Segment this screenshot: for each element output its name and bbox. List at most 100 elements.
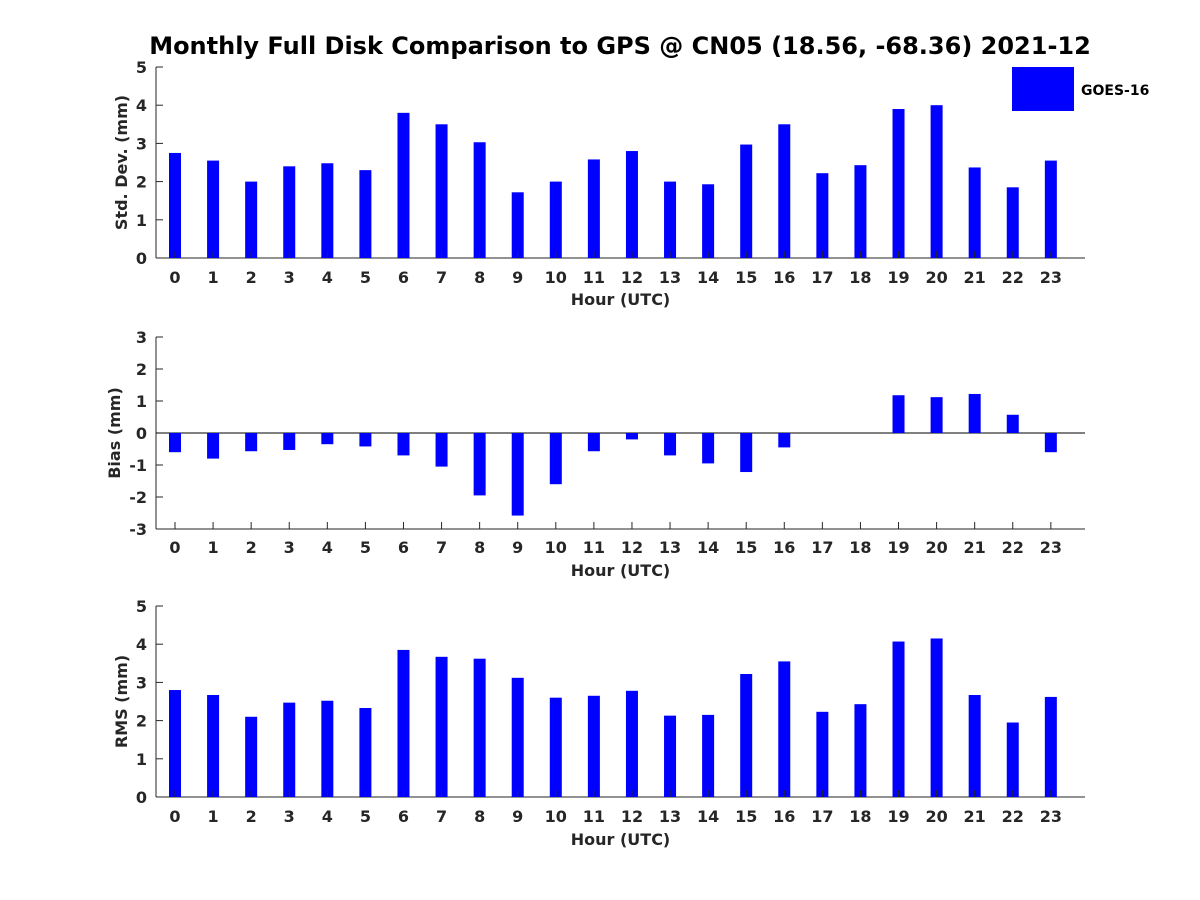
x-tick-label: 10 xyxy=(545,538,567,557)
x-tick-label: 10 xyxy=(545,268,567,287)
x-tick-label: 19 xyxy=(887,538,909,557)
x-tick-label: 17 xyxy=(811,807,833,826)
x-tick-label: 16 xyxy=(773,538,795,557)
bar-std-hour-13 xyxy=(664,181,677,258)
x-tick-label: 14 xyxy=(697,268,719,287)
x-tick-label: 22 xyxy=(1002,268,1024,287)
legend: GOES-16 xyxy=(1012,67,1149,111)
x-tick-label: 4 xyxy=(322,538,333,557)
y-tick-label: 3 xyxy=(136,134,147,153)
bar-rms-hour-15 xyxy=(740,673,753,797)
x-tick-label: 7 xyxy=(436,807,447,826)
x-tick-label: 0 xyxy=(169,538,180,557)
y-axis-label: RMS (mm) xyxy=(112,655,131,748)
bar-bias-hour-0 xyxy=(169,433,181,453)
y-tick-label: 3 xyxy=(136,673,147,692)
bar-std-hour-18 xyxy=(854,165,867,258)
bar-bias-hour-11 xyxy=(587,433,600,452)
bar-std-hour-12 xyxy=(625,151,638,258)
x-tick-label: 22 xyxy=(1002,538,1024,557)
bar-rms-hour-3 xyxy=(283,702,296,797)
bar-bias-hour-23 xyxy=(1044,433,1057,453)
x-tick-label: 13 xyxy=(659,538,681,557)
bar-rms-hour-12 xyxy=(625,690,638,797)
bar-std-hour-8 xyxy=(473,142,486,258)
x-tick-label: 23 xyxy=(1040,538,1062,557)
bar-std-hour-5 xyxy=(359,170,372,258)
bar-rms-hour-21 xyxy=(968,695,981,797)
x-tick-label: 4 xyxy=(322,807,333,826)
y-tick-label: 4 xyxy=(136,635,147,654)
x-axis-label: Hour (UTC) xyxy=(571,830,671,849)
x-tick-label: 15 xyxy=(735,538,757,557)
y-tick-label: 5 xyxy=(136,58,147,77)
x-tick-label: 18 xyxy=(849,268,871,287)
x-tick-label: 20 xyxy=(925,807,947,826)
bar-std-hour-7 xyxy=(435,124,448,258)
y-tick-label: -1 xyxy=(129,456,147,475)
y-tick-label: 1 xyxy=(136,211,147,230)
bar-bias-hour-3 xyxy=(283,433,296,450)
x-tick-label: 11 xyxy=(583,268,605,287)
x-tick-label: 1 xyxy=(208,807,219,826)
bar-rms-hour-16 xyxy=(778,661,791,797)
bar-rms-hour-5 xyxy=(359,707,372,797)
x-axis-label: Hour (UTC) xyxy=(571,561,671,580)
y-tick-label: 1 xyxy=(136,750,147,769)
x-tick-label: 17 xyxy=(811,268,833,287)
y-tick-label: -2 xyxy=(129,488,147,507)
legend-swatch xyxy=(1012,67,1074,111)
x-tick-label: 3 xyxy=(284,538,295,557)
legend-label: GOES-16 xyxy=(1081,83,1149,99)
y-tick-label: 2 xyxy=(136,173,147,192)
y-tick-label: 5 xyxy=(136,597,147,616)
bar-std-hour-3 xyxy=(283,166,296,258)
bar-std-hour-0 xyxy=(169,152,181,258)
bar-rms-hour-2 xyxy=(245,716,258,797)
bar-bias-hour-21 xyxy=(968,393,981,433)
bar-rms-hour-10 xyxy=(549,697,562,797)
x-tick-label: 7 xyxy=(436,268,447,287)
y-tick-label: 1 xyxy=(136,392,147,411)
bar-std-hour-22 xyxy=(1006,187,1019,258)
bar-rms-hour-6 xyxy=(397,649,410,797)
bar-rms-hour-0 xyxy=(169,690,181,797)
bar-std-hour-10 xyxy=(549,181,562,258)
bar-std-hour-6 xyxy=(397,112,410,258)
bar-std-hour-19 xyxy=(892,109,905,259)
x-tick-label: 21 xyxy=(964,538,986,557)
bar-std-hour-9 xyxy=(511,192,524,258)
x-tick-label: 20 xyxy=(925,268,947,287)
x-tick-label: 15 xyxy=(735,268,757,287)
x-tick-label: 8 xyxy=(474,538,485,557)
x-tick-label: 18 xyxy=(849,807,871,826)
y-tick-label: 2 xyxy=(136,360,147,379)
bar-bias-hour-7 xyxy=(435,433,448,467)
y-tick-label: 3 xyxy=(136,328,147,347)
x-tick-label: 2 xyxy=(246,807,257,826)
bar-rms-hour-7 xyxy=(435,656,448,797)
bar-std-hour-14 xyxy=(702,184,715,258)
bar-bias-hour-9 xyxy=(511,433,524,516)
bar-rms-hour-20 xyxy=(930,638,943,797)
x-axis-label: Hour (UTC) xyxy=(571,290,671,309)
x-tick-label: 5 xyxy=(360,268,371,287)
bar-std-hour-16 xyxy=(778,124,791,258)
x-tick-label: 1 xyxy=(208,268,219,287)
x-tick-label: 0 xyxy=(169,807,180,826)
y-tick-label: 4 xyxy=(136,96,147,115)
x-tick-label: 16 xyxy=(773,268,795,287)
bar-rms-hour-1 xyxy=(207,695,220,797)
x-tick-label: 5 xyxy=(360,807,371,826)
x-tick-label: 6 xyxy=(398,538,409,557)
bar-bias-hour-10 xyxy=(549,433,562,485)
bar-rms-hour-8 xyxy=(473,658,486,797)
x-tick-label: 8 xyxy=(474,268,485,287)
x-tick-label: 0 xyxy=(169,268,180,287)
y-tick-label: -3 xyxy=(129,520,147,539)
bar-rms-hour-4 xyxy=(321,700,334,797)
bar-bias-hour-4 xyxy=(321,433,334,445)
